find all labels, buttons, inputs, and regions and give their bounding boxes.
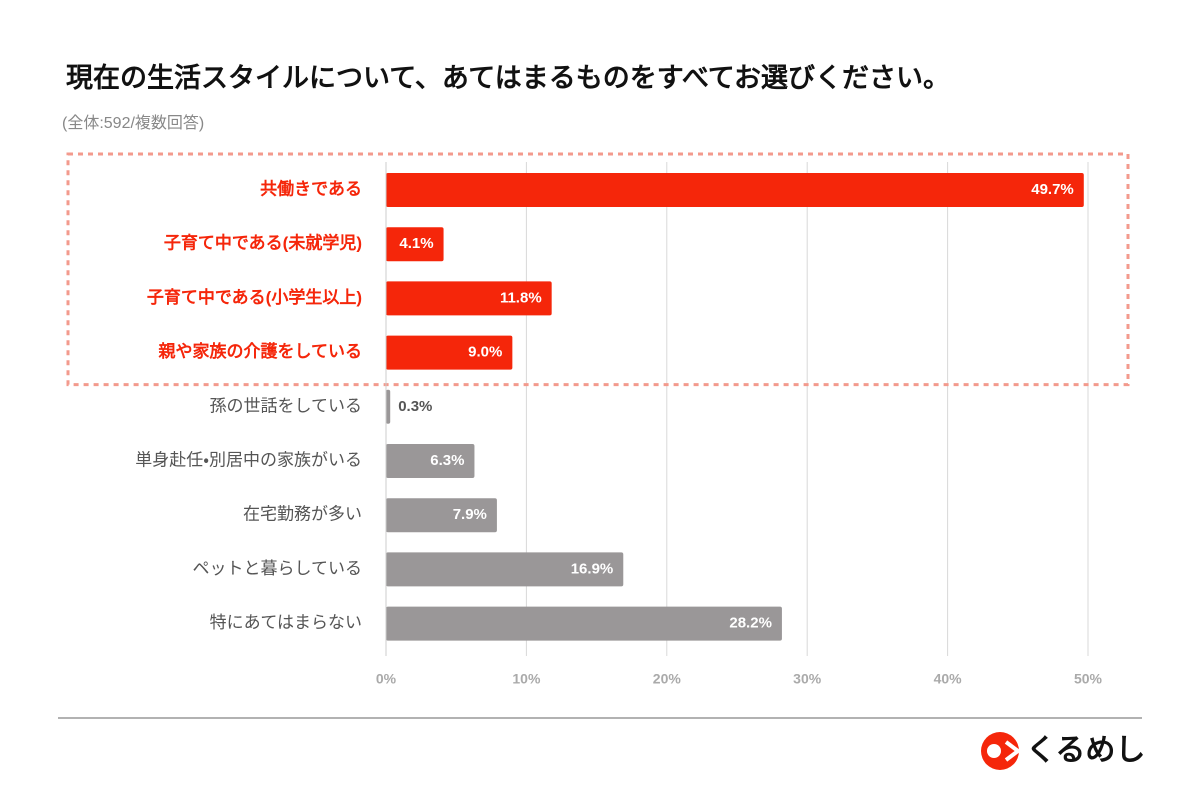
value-label: 0.3% xyxy=(398,398,432,415)
bar xyxy=(386,173,1084,207)
bar xyxy=(386,281,552,316)
value-label: 16.9% xyxy=(571,560,614,577)
category-label: 特にあてはまらない xyxy=(210,613,362,632)
x-tick-label: 20% xyxy=(653,671,682,687)
bar xyxy=(386,444,475,478)
x-tick-label: 0% xyxy=(376,671,397,687)
bar xyxy=(386,335,513,370)
category-label: 子育て中である(未就学児) xyxy=(164,233,362,253)
chart-subtitle: (全体:592/複数回答) xyxy=(62,114,204,132)
bar xyxy=(386,498,497,533)
x-tick-label: 30% xyxy=(793,671,822,687)
logo-icon xyxy=(981,732,1022,770)
x-tick-label: 10% xyxy=(512,671,541,687)
value-label: 9.0% xyxy=(468,344,502,361)
category-label: 孫の世話をしている xyxy=(210,396,363,415)
x-tick-label: 40% xyxy=(934,671,963,687)
bar xyxy=(386,389,391,424)
bar xyxy=(386,552,624,587)
highlight-box xyxy=(66,152,1130,387)
value-label: 49.7% xyxy=(1031,181,1074,198)
category-label: 単身赴任・別居中の家族がいる xyxy=(135,450,362,469)
category-label: 共働きである xyxy=(260,178,362,198)
category-label: 在宅勤務が多い xyxy=(243,505,362,524)
category-label: 親や家族の介護をしている xyxy=(158,341,363,361)
x-tick-label: 50% xyxy=(1074,671,1103,687)
value-label: 4.1% xyxy=(399,235,433,252)
category-label: 子育て中である(小学生以上) xyxy=(147,287,362,307)
value-label: 28.2% xyxy=(729,615,772,632)
bar xyxy=(386,606,782,641)
value-label: 11.8% xyxy=(500,289,542,306)
value-label: 6.3% xyxy=(430,452,464,469)
category-label: ペットと暮らしている xyxy=(193,559,363,578)
bar xyxy=(386,227,444,262)
chart-title: 現在の生活スタイルについて、あてはまるものをすべてお選びください。 xyxy=(66,63,950,93)
value-label: 7.9% xyxy=(453,506,487,523)
logo-text: くるめし xyxy=(1026,734,1145,767)
